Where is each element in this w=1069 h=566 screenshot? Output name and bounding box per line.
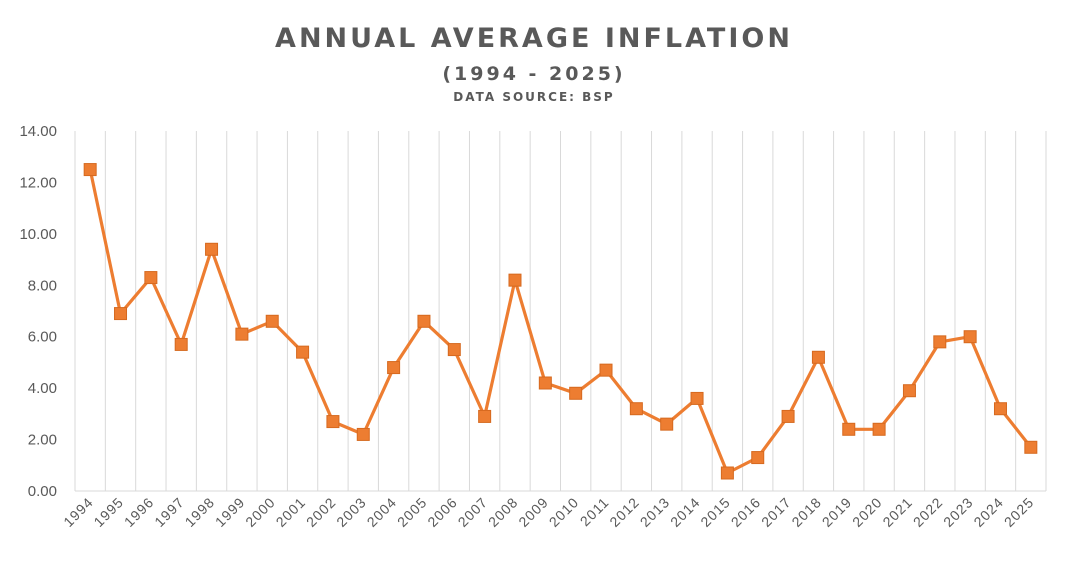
data-point [296, 345, 310, 359]
data-point [265, 314, 279, 328]
data-point [1024, 440, 1038, 454]
data-point [538, 376, 552, 390]
data-point [417, 314, 431, 328]
x-tick-label: 1999 [212, 494, 248, 530]
data-point [872, 422, 886, 436]
data-point [174, 337, 188, 351]
x-tick-label: 2025 [1001, 494, 1037, 530]
chart-title: ANNUAL AVERAGE INFLATION [275, 23, 793, 54]
x-tick-label: 2009 [515, 494, 551, 530]
x-tick-label: 2008 [485, 494, 521, 530]
x-tick-label: 2002 [303, 494, 339, 530]
x-tick-label: 2020 [849, 494, 885, 530]
data-point [811, 350, 825, 364]
x-tick-label: 1996 [121, 494, 157, 530]
y-tick-label: 8.00 [28, 277, 57, 294]
data-point [690, 391, 704, 405]
x-tick-label: 2005 [394, 494, 430, 530]
x-tick-label: 2004 [364, 494, 400, 530]
marker-layer [83, 163, 1038, 480]
x-tick-label: 1995 [90, 494, 126, 530]
x-tick-label: 2024 [970, 494, 1006, 530]
data-point [569, 386, 583, 400]
y-tick-label: 6.00 [28, 329, 57, 346]
y-tick-label: 10.00 [19, 226, 57, 243]
x-tick-label: 2021 [879, 494, 915, 530]
data-point [83, 163, 97, 177]
data-point [720, 466, 734, 480]
data-point [781, 409, 795, 423]
data-point [114, 307, 128, 321]
chart-source: DATA SOURCE: BSP [453, 90, 614, 104]
y-tick-labels: 0.00 2.00 4.00 6.00 8.00 10.00 12.00 14.00 [19, 123, 57, 500]
data-point [993, 402, 1007, 416]
data-point [326, 415, 340, 429]
x-tick-labels: 1994199519961997199819992000200120022003… [60, 494, 1037, 530]
x-tick-label: 2017 [758, 494, 794, 530]
data-point [508, 273, 522, 287]
x-tick-label: 2003 [333, 494, 369, 530]
x-tick-label: 2007 [455, 494, 491, 530]
x-tick-label: 2006 [424, 494, 460, 530]
data-point [478, 409, 492, 423]
x-tick-label: 1998 [181, 494, 217, 530]
data-point [599, 363, 613, 377]
data-point [387, 361, 401, 375]
x-tick-label: 2010 [546, 494, 582, 530]
data-point [205, 242, 219, 256]
data-point [629, 402, 643, 416]
data-point [963, 330, 977, 344]
grid-lines [104, 131, 1017, 491]
x-tick-label: 2001 [273, 494, 309, 530]
axes [74, 131, 1047, 492]
y-tick-label: 14.00 [19, 123, 57, 140]
x-tick-label: 2018 [788, 494, 824, 530]
data-point [902, 384, 916, 398]
x-tick-label: 2011 [577, 494, 612, 529]
x-tick-label: 2012 [606, 494, 642, 530]
data-point [356, 427, 370, 441]
x-tick-label: 2022 [910, 494, 946, 530]
data-point [751, 451, 765, 465]
x-tick-label: 2015 [697, 494, 733, 530]
x-tick-label: 2016 [728, 494, 764, 530]
x-tick-label: 2013 [637, 494, 673, 530]
data-point [842, 422, 856, 436]
y-tick-label: 0.00 [28, 483, 57, 500]
y-tick-label: 2.00 [28, 432, 57, 449]
x-tick-label: 2019 [819, 494, 855, 530]
x-tick-label: 2023 [940, 494, 976, 530]
chart-subtitle: (1994 - 2025) [442, 63, 625, 85]
y-tick-label: 4.00 [28, 380, 57, 397]
x-tick-label: 2014 [667, 494, 703, 530]
data-point [447, 343, 461, 357]
x-tick-label: 2000 [242, 494, 278, 530]
data-point [933, 335, 947, 349]
y-tick-label: 12.00 [19, 174, 57, 191]
data-point [660, 417, 674, 431]
data-point [235, 327, 249, 341]
x-tick-label: 1994 [60, 494, 96, 530]
x-tick-label: 1997 [151, 494, 187, 530]
data-point [144, 271, 158, 285]
